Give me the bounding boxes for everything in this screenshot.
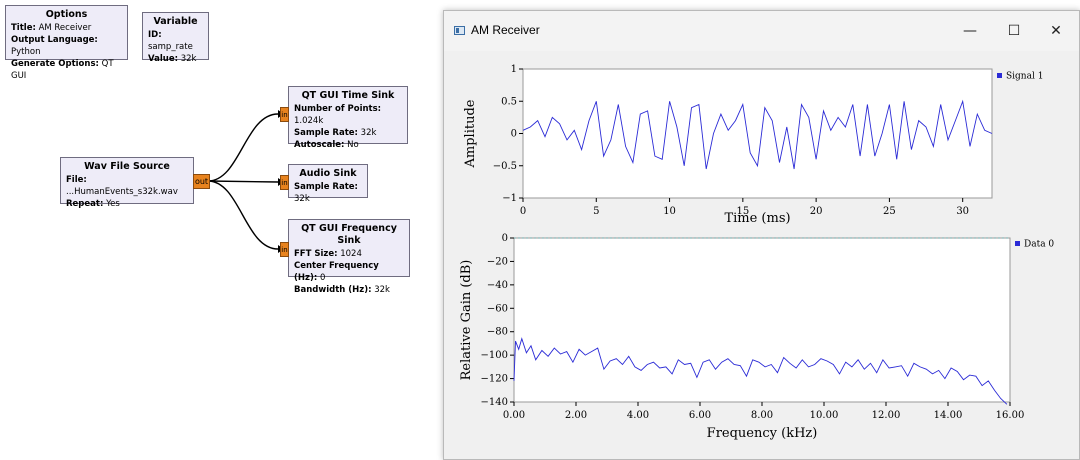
y-tick-label: −0.5 [493,161,517,172]
y-tick-label: 0.5 [501,96,517,107]
block-param: Sample Rate: 32k [294,182,358,204]
x-tick-label: 8.00 [751,410,773,421]
x-tick-label: 12.00 [872,410,901,421]
x-tick-label: 4.00 [627,410,649,421]
block-param: File: ...HumanEvents_s32k.wav [66,175,178,197]
legend-label: Signal 1 [1006,72,1043,82]
block-title: QT GUI Time Sink [301,90,395,101]
block-param: ID: samp_rate [148,30,193,52]
block-param: Autoscale: No [294,140,359,150]
block-param: Sample Rate: 32k [294,128,377,138]
legend-swatch [997,73,1002,78]
block-title: Variable [153,16,198,27]
x-tick-label: 25 [883,206,896,217]
block-param: Title: AM Receiver [11,23,92,33]
out-port[interactable]: out [193,174,210,189]
y-tick-label: −40 [487,280,508,291]
y-axis-label: Amplitude [463,99,478,168]
block-title: Options [45,9,88,20]
block-param: Center Frequency (Hz): 0 [294,261,379,283]
x-tick-label: 6.00 [689,410,711,421]
block-param: FFT Size: 1024 [294,249,362,259]
block-param: Output Language: Python [11,35,98,57]
x-tick-label: 30 [956,206,969,217]
block-param: Repeat: Yes [66,199,120,209]
block-param: Number of Points: 1.024k [294,104,382,126]
in-port[interactable]: in [280,107,289,122]
wire-to-audio-sink [207,180,279,183]
series-line [513,337,1008,405]
minimize-button[interactable]: — [963,23,977,39]
y-tick-label: −80 [487,327,508,338]
y-tick-label: −120 [481,374,508,385]
x-tick-label: 14.00 [934,410,963,421]
options-block[interactable]: Options Title: AM Receiver Output Langua… [5,5,128,81]
y-tick-label: −140 [481,397,508,408]
in-port[interactable]: in [280,242,289,257]
x-tick-label: 20 [810,206,823,217]
y-tick-label: 0 [502,233,508,244]
series-line [522,99,993,170]
x-tick-label: 16.00 [996,410,1025,421]
y-tick-label: −20 [487,256,508,267]
block-param: Generate Options: QT GUI [11,59,114,81]
x-tick-label: 2.00 [565,410,587,421]
wire-to-time-sink [207,113,279,182]
x-tick-label: 5 [593,206,599,217]
x-tick-label: 10.00 [810,410,839,421]
plot-canvas [513,237,1011,403]
y-tick-label: −100 [481,350,508,361]
variable-block[interactable]: Variable ID: samp_rate Value: 32k [142,12,209,64]
x-tick-label: 15 [736,206,749,217]
y-axis-label: Relative Gain (dB) [459,260,474,381]
qt-gui-frequency-sink-block[interactable]: QT GUI Frequency Sink FFT Size: 1024 Cen… [288,219,410,295]
block-param: Value: 32k [148,54,197,64]
x-tick-label: 10 [663,206,676,217]
legend-swatch [1015,241,1020,246]
wire-to-freq-sink [207,180,279,250]
block-title: QT GUI Frequency Sink [301,223,397,246]
x-axis-label: Time (ms) [724,211,790,226]
block-title: Audio Sink [299,168,357,179]
app-icon [454,26,465,35]
x-tick-label: 0.00 [503,410,525,421]
qt-gui-time-sink-block[interactable]: QT GUI Time Sink Number of Points: 1.024… [288,86,408,150]
am-receiver-window: AM Receiver — ☐ ✕ 1 0.5 0 −0.5 −1 0 5 10 15 20 25 3… [443,10,1080,460]
y-tick-label: 1 [511,64,517,75]
y-tick-label: −60 [487,303,508,314]
plot-canvas [522,68,993,199]
window-title: AM Receiver [471,23,540,37]
in-port[interactable]: in [280,175,289,190]
audio-sink-block[interactable]: Audio Sink Sample Rate: 32k [288,164,368,204]
wav-file-source-block[interactable]: Wav File Source File: ...HumanEvents_s32… [60,157,194,209]
title-bar[interactable]: AM Receiver — ☐ ✕ [444,11,1079,51]
close-button[interactable]: ✕ [1050,23,1062,39]
x-axis-label: Frequency (kHz) [707,426,818,441]
y-tick-label: 0 [511,129,517,140]
block-param: Bandwidth (Hz): 32k [294,285,390,295]
block-title: Wav File Source [84,161,170,172]
maximize-button[interactable]: ☐ [1007,23,1021,39]
legend-label: Data 0 [1024,240,1054,250]
y-tick-label: −1 [502,193,517,204]
x-tick-label: 0 [520,206,526,217]
